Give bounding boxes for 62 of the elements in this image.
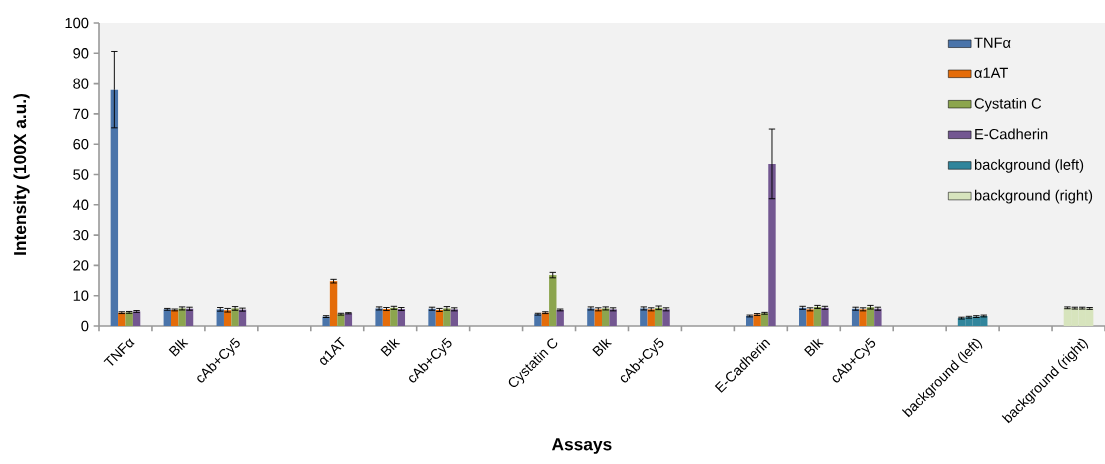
legend-label: TNFα xyxy=(974,37,1011,48)
y-tick-label: 50 xyxy=(73,169,89,180)
bar xyxy=(798,307,807,326)
bar xyxy=(647,309,655,326)
x-tick-label: Blk xyxy=(804,338,824,357)
y-tick-label: 70 xyxy=(73,108,89,120)
bar xyxy=(556,309,564,326)
bar xyxy=(443,308,451,326)
x-axis-title: Assays xyxy=(551,438,612,454)
y-tick-label: 90 xyxy=(73,48,89,59)
legend-label: E-Cadherin xyxy=(975,128,1048,140)
bar xyxy=(435,309,444,326)
bar xyxy=(125,312,133,326)
bar xyxy=(640,308,648,326)
bar xyxy=(397,309,406,326)
y-tick-label: 40 xyxy=(72,199,89,210)
bar xyxy=(654,307,663,326)
bar xyxy=(185,308,194,326)
bar xyxy=(587,308,595,326)
bar xyxy=(110,89,119,326)
legend-label: Cystatin C xyxy=(974,97,1042,112)
bar xyxy=(874,308,882,326)
bar xyxy=(662,309,670,326)
bar xyxy=(760,313,769,326)
bar xyxy=(375,308,383,326)
bar xyxy=(382,309,391,326)
bar xyxy=(171,309,179,326)
bar xyxy=(231,308,239,326)
bar xyxy=(609,309,617,326)
y-tick-label: 100 xyxy=(65,17,89,29)
bar xyxy=(821,307,829,326)
bar xyxy=(390,307,398,326)
bar xyxy=(768,163,776,326)
y-tick-label: 80 xyxy=(73,78,89,89)
x-tick-label: Blk xyxy=(380,338,401,357)
y-axis-title: Intensity (100X a.u.) xyxy=(13,93,30,255)
bar xyxy=(813,306,822,326)
bar xyxy=(549,275,557,326)
bar xyxy=(163,309,172,326)
x-tick-label: Blk xyxy=(168,338,189,357)
legend-label: α1AT xyxy=(974,67,1008,79)
y-tick-label: 0 xyxy=(81,320,89,332)
y-tick-label: 10 xyxy=(73,290,89,301)
bar xyxy=(132,311,141,326)
x-tick-label: Blk xyxy=(592,338,613,357)
bar xyxy=(216,309,224,326)
bar xyxy=(322,316,330,326)
y-tick-label: 60 xyxy=(73,139,89,150)
bar xyxy=(118,312,126,326)
bar xyxy=(178,308,186,326)
bar xyxy=(428,308,436,326)
y-tick-label: 30 xyxy=(73,229,89,241)
bar xyxy=(806,309,814,326)
bar xyxy=(329,281,338,326)
bar xyxy=(450,309,458,326)
bar xyxy=(859,309,867,326)
legend-label: background (right) xyxy=(974,189,1093,204)
bar xyxy=(851,308,860,326)
legend-label: background (left) xyxy=(974,159,1084,173)
bar xyxy=(238,309,247,326)
y-tick-label: 20 xyxy=(73,260,89,271)
bar xyxy=(594,309,603,326)
